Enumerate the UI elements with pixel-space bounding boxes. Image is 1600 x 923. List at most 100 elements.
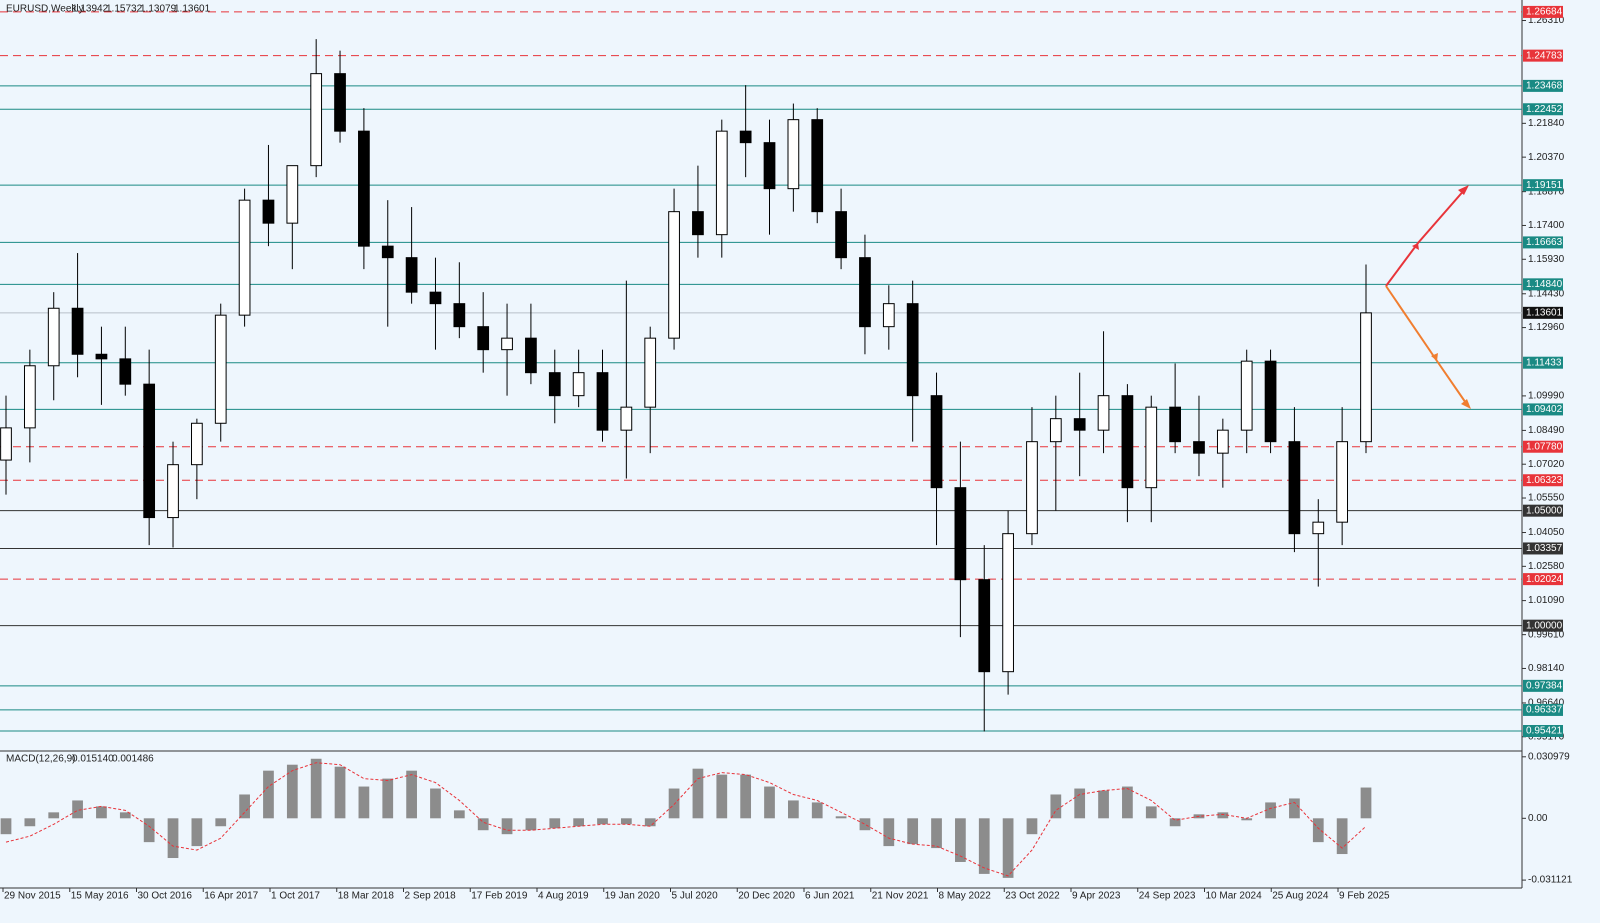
level-label: 1.22452 (1526, 104, 1563, 115)
macd-bar (740, 774, 752, 819)
macd-bar (788, 800, 799, 819)
candle-body (143, 383, 156, 519)
macd-bar (716, 774, 728, 819)
y-tick-label: 1.05550 (1528, 493, 1565, 504)
y-tick-label: 0.96640 (1528, 698, 1565, 709)
candle-body (787, 119, 800, 190)
axes: 1.26310 1.21840 1.20370 1.18870 1.17400 1.159… (2, 5, 1573, 902)
macd-bar (811, 802, 823, 819)
candle-body (1002, 533, 1014, 673)
candle-body (119, 358, 132, 385)
y-tick-label: 1.21840 (1528, 118, 1565, 129)
x-tick-label: 24 Sep 2023 (1139, 891, 1196, 902)
macd-bar (1002, 818, 1014, 878)
macd-bar (358, 786, 370, 819)
macd-bar (501, 818, 513, 835)
x-tick-label: 30 Oct 2016 (138, 891, 193, 902)
arrow-head (1461, 399, 1471, 409)
candle-body (286, 165, 299, 224)
candle-body (692, 211, 704, 236)
symbol-title: EURUSD,Weekly (6, 4, 84, 15)
candle-body (501, 337, 513, 351)
macd-bar (1050, 794, 1062, 819)
candle-body (882, 303, 895, 328)
y-tick-label: 1.09990 (1528, 391, 1565, 402)
x-tick-label: 18 Mar 2018 (338, 891, 395, 902)
y-tick-label: 1.12960 (1528, 322, 1565, 333)
level-label: 0.97384 (1526, 680, 1563, 691)
y-tick-label: 0.99610 (1528, 629, 1565, 640)
level-label-box (1523, 703, 1563, 716)
x-tick-label: 9 Apr 2023 (1072, 891, 1121, 902)
level-label-box (1523, 236, 1563, 249)
candle-body (477, 326, 490, 351)
macd-bar (573, 818, 584, 827)
macd-bar (119, 812, 131, 819)
macd-bar (1312, 818, 1324, 843)
macd-bar (1074, 788, 1086, 819)
macd-bar (48, 812, 60, 819)
header-value: 1.13942 (72, 4, 109, 15)
macd-bar (286, 764, 298, 819)
candle-body (548, 372, 561, 397)
y-tick-label: 1.20370 (1528, 152, 1565, 163)
macd-bar (955, 818, 966, 862)
macd-bar (907, 818, 919, 845)
macd-bar (167, 818, 179, 859)
candle-body (1240, 360, 1253, 431)
level-label: 1.02024 (1526, 574, 1563, 585)
level-label-box (1523, 474, 1563, 487)
header-value: 1.13601 (174, 4, 211, 15)
macd-bar (406, 770, 417, 819)
candle-body (668, 211, 680, 339)
y-tick-label: 1.15930 (1528, 254, 1565, 265)
candle-body (906, 303, 919, 397)
candle-body (1169, 406, 1181, 443)
candle-body (1049, 418, 1062, 443)
y-tick-label: 1.01090 (1528, 595, 1565, 606)
x-tick-label: 6 Jun 2021 (805, 891, 855, 902)
current-price-label: 1.13601 (1526, 307, 1563, 318)
candle-body (1360, 312, 1372, 443)
level-label-box (1523, 278, 1563, 291)
x-tick-label: 19 Jan 2020 (605, 891, 660, 902)
level-label: 1.05000 (1526, 505, 1563, 516)
level-label-box (1523, 49, 1563, 62)
level-label: 1.00000 (1526, 620, 1563, 631)
y-tick-label: 1.18870 (1528, 186, 1565, 197)
macd-bar (883, 818, 895, 847)
macd-tick-label: 0.00 (1528, 813, 1548, 824)
y-tick-label: 0.98140 (1528, 663, 1565, 674)
candle-body (71, 307, 84, 355)
candle-body (1193, 441, 1205, 454)
macd-bar (191, 818, 203, 847)
macd-bar (764, 786, 775, 819)
candle-body (334, 73, 346, 132)
x-tick-label: 20 Dec 2020 (738, 891, 795, 902)
macd-bar (549, 818, 561, 829)
macd-bar (978, 818, 990, 874)
level-label: 0.96337 (1526, 705, 1563, 716)
candle-body (739, 130, 752, 144)
x-tick-label: 15 May 2016 (71, 891, 129, 902)
y-tick-label: 1.04050 (1528, 527, 1565, 538)
macd-bar (644, 818, 656, 827)
candle-body (596, 372, 609, 431)
level-label-box (1523, 542, 1563, 555)
candle-body (191, 422, 203, 466)
macd-bar (72, 800, 83, 819)
levels (0, 11, 1522, 732)
macd-bar (1169, 818, 1181, 827)
header-value: 1.15732 (106, 4, 143, 15)
level-label: 1.23468 (1526, 81, 1563, 92)
y-tick-label: 1.26310 (1528, 15, 1565, 26)
candle-body (572, 372, 585, 397)
candle-body (238, 199, 251, 316)
x-tick-label: 29 Nov 2015 (4, 891, 61, 902)
candle-body (1073, 418, 1086, 431)
candle-body (95, 353, 108, 360)
candle-body (429, 291, 442, 305)
